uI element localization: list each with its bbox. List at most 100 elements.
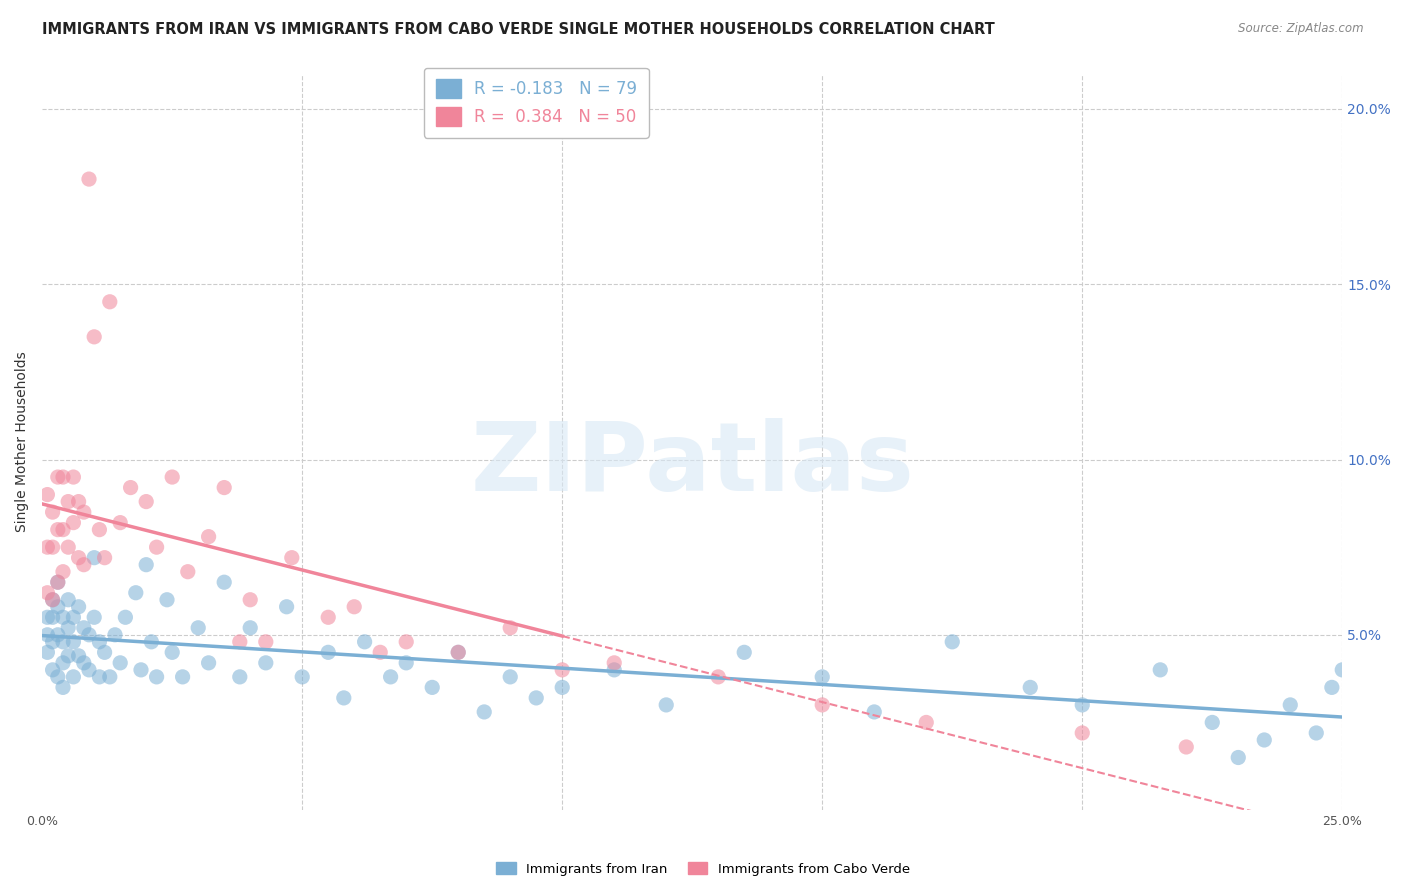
Point: [1305, 726, 1327, 740]
Point: [276, 599, 298, 614]
Point: [83, 550, 105, 565]
Point: [1320, 681, 1343, 695]
Point: [62, 470, 84, 484]
Point: [67, 599, 90, 614]
Point: [37, 487, 59, 501]
Point: [41, 663, 63, 677]
Point: [98, 670, 121, 684]
Point: [120, 481, 142, 495]
Point: [37, 540, 59, 554]
Point: [941, 635, 963, 649]
Point: [1279, 698, 1302, 712]
Point: [37, 645, 59, 659]
Point: [353, 635, 375, 649]
Point: [46, 599, 69, 614]
Point: [655, 698, 678, 712]
Point: [89, 635, 111, 649]
Point: [62, 516, 84, 530]
Legend: R = -0.183   N = 79, R =  0.384   N = 50: R = -0.183 N = 79, R = 0.384 N = 50: [423, 68, 648, 137]
Point: [551, 681, 574, 695]
Point: [368, 645, 391, 659]
Point: [145, 670, 167, 684]
Point: [83, 610, 105, 624]
Point: [254, 635, 277, 649]
Point: [46, 523, 69, 537]
Point: [343, 599, 366, 614]
Point: [1201, 715, 1223, 730]
Point: [863, 705, 886, 719]
Point: [98, 294, 121, 309]
Point: [1253, 733, 1275, 747]
Point: [254, 656, 277, 670]
Point: [89, 523, 111, 537]
Point: [811, 670, 834, 684]
Point: [603, 656, 626, 670]
Point: [229, 635, 252, 649]
Point: [291, 670, 314, 684]
Point: [77, 628, 100, 642]
Point: [281, 550, 304, 565]
Point: [316, 645, 339, 659]
Point: [73, 558, 96, 572]
Point: [52, 635, 75, 649]
Point: [707, 670, 730, 684]
Point: [62, 610, 84, 624]
Point: [420, 681, 443, 695]
Point: [108, 656, 131, 670]
Point: [1175, 739, 1198, 754]
Point: [239, 592, 262, 607]
Point: [333, 690, 356, 705]
Point: [212, 575, 235, 590]
Point: [160, 645, 183, 659]
Point: [1149, 663, 1171, 677]
Point: [58, 648, 80, 663]
Point: [52, 610, 75, 624]
Point: [73, 505, 96, 519]
Point: [41, 592, 63, 607]
Point: [156, 592, 179, 607]
Point: [239, 621, 262, 635]
Point: [135, 494, 157, 508]
Point: [46, 470, 69, 484]
Point: [187, 621, 209, 635]
Point: [77, 172, 100, 186]
Point: [915, 715, 938, 730]
Point: [197, 656, 219, 670]
Point: [52, 565, 75, 579]
Point: [37, 628, 59, 642]
Point: [52, 523, 75, 537]
Point: [447, 645, 470, 659]
Point: [46, 575, 69, 590]
Point: [1071, 726, 1094, 740]
Point: [37, 610, 59, 624]
Point: [73, 656, 96, 670]
Point: [67, 494, 90, 508]
Point: [1331, 663, 1354, 677]
Point: [114, 610, 136, 624]
Point: [524, 690, 547, 705]
Point: [58, 494, 80, 508]
Point: [229, 670, 252, 684]
Point: [135, 558, 157, 572]
Point: [58, 592, 80, 607]
Point: [62, 670, 84, 684]
Point: [395, 656, 418, 670]
Point: [41, 610, 63, 624]
Point: [499, 621, 522, 635]
Point: [41, 592, 63, 607]
Point: [83, 330, 105, 344]
Point: [141, 635, 163, 649]
Point: [52, 470, 75, 484]
Point: [41, 505, 63, 519]
Point: [145, 540, 167, 554]
Point: [177, 565, 200, 579]
Point: [73, 621, 96, 635]
Legend: Immigrants from Iran, Immigrants from Cabo Verde: Immigrants from Iran, Immigrants from Ca…: [491, 857, 915, 881]
Point: [129, 663, 152, 677]
Point: [41, 540, 63, 554]
Point: [46, 575, 69, 590]
Point: [551, 663, 574, 677]
Point: [46, 628, 69, 642]
Point: [46, 670, 69, 684]
Point: [212, 481, 235, 495]
